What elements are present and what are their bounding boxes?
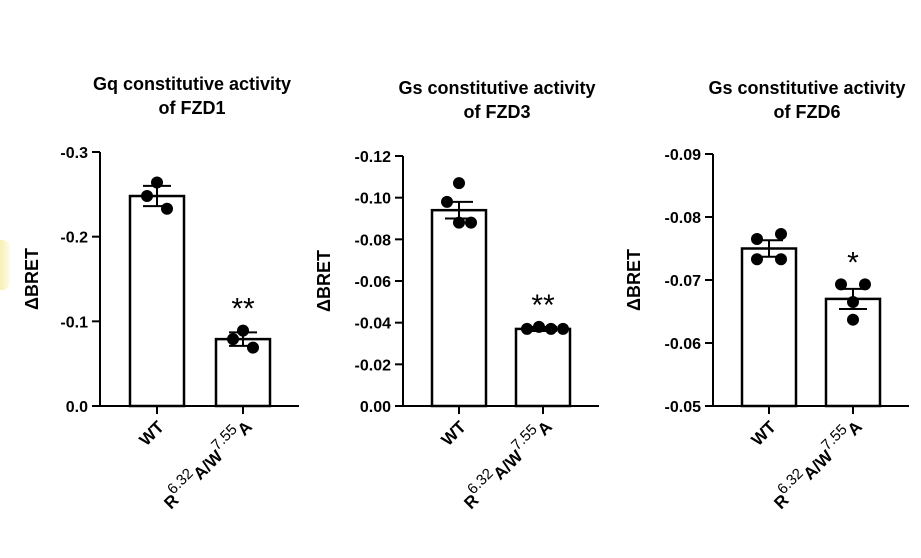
panel2-data-point (557, 322, 569, 335)
panel2-y-tick-label: -0.06 (355, 274, 392, 291)
panel3-title-line1: Gs constitutive activity (708, 78, 906, 98)
panel2-data-point (453, 216, 465, 229)
panel3-data-point (859, 278, 871, 291)
panel3-data-point (775, 253, 787, 266)
panel2-data-point (453, 177, 465, 190)
panel1-y-tick-label: -0.3 (60, 145, 88, 162)
panel3-data-point (751, 253, 763, 266)
panel1-x-label-mutant: R6.32A/W7.55A (155, 412, 255, 512)
panel1-y-tick-label: -0.2 (60, 230, 88, 247)
panel3-data-point (847, 296, 859, 309)
panel3-bar-1 (740, 247, 798, 408)
panel1-data-point (151, 176, 163, 189)
panel3-data-point (775, 228, 787, 241)
panel1-data-point (161, 202, 173, 215)
panel1-y-axis-label: ΔBRET (22, 248, 42, 310)
panel1-y-tick-label: -0.1 (60, 314, 88, 331)
panel3-y-tick-label: -0.05 (665, 399, 702, 416)
panel3-title: Gs constitutive activity of FZD6 (677, 76, 921, 124)
panel2-y-tick-label: -0.08 (355, 232, 392, 249)
panel2-data-point (533, 320, 545, 333)
panel3-x-label-mutant: R6.32A/W7.55A (765, 412, 865, 512)
panel2-data-point (465, 216, 477, 229)
panel1-x-label-wt: WT (136, 417, 169, 450)
panel3-y-tick-label: -0.08 (665, 210, 702, 227)
panel2-title-line2: of FZD3 (463, 102, 531, 122)
panel3-y-tick-label: -0.09 (665, 147, 702, 164)
panel1-data-point (141, 190, 153, 203)
panel1-data-point (237, 324, 249, 337)
panel1-title-line2: of FZD1 (158, 98, 226, 118)
panel1-bar-2 (214, 337, 272, 408)
panel3-data-point (847, 313, 859, 326)
panel2-y-tick-label: 0.00 (360, 399, 391, 416)
panel2-title: Gs constitutive activity of FZD3 (367, 76, 627, 124)
panel3-data-point (835, 278, 847, 291)
panel2-data-point (521, 322, 533, 335)
panel3-title-line2: of FZD6 (773, 102, 841, 122)
panel3-data-point (751, 233, 763, 246)
panel3-y-tick-label: -0.07 (665, 273, 702, 290)
panel3-significance-marker: * (847, 246, 859, 279)
panel2-y-tick-label: -0.10 (355, 191, 392, 208)
panel3-x-label-wt: WT (748, 417, 781, 450)
panel2-y-axis-label: ΔBRET (314, 250, 334, 312)
panel1-data-point (247, 341, 259, 354)
panel3-y-tick-label: -0.06 (665, 336, 702, 353)
panel2-significance-marker: ** (531, 289, 555, 322)
panel2-y-tick-label: -0.04 (355, 316, 392, 333)
leaf-decoration (0, 240, 10, 290)
panel1-title: Gq constitutive activity of FZD1 (62, 72, 322, 120)
panel2-x-label-wt: WT (438, 417, 471, 450)
panel1-title-line1: Gq constitutive activity (92, 74, 292, 94)
panel2-y-tick-label: -0.12 (355, 149, 392, 166)
panel2-data-point (545, 322, 557, 335)
panel2-bar-2 (514, 327, 572, 408)
panel3-y-axis-label: ΔBRET (624, 249, 644, 311)
panel2-data-point (441, 195, 453, 208)
panel2-y-tick-label: -0.02 (355, 357, 392, 374)
panel2-bar-1 (430, 208, 488, 408)
panel2-title-line1: Gs constitutive activity (398, 78, 596, 98)
panel1-significance-marker: ** (231, 293, 255, 326)
panel1-data-point (227, 333, 239, 346)
panel2-x-label-mutant: R6.32A/W7.55A (455, 412, 555, 512)
panel1-y-tick-label: 0.0 (66, 399, 88, 416)
panel1-bar-1 (128, 194, 186, 408)
